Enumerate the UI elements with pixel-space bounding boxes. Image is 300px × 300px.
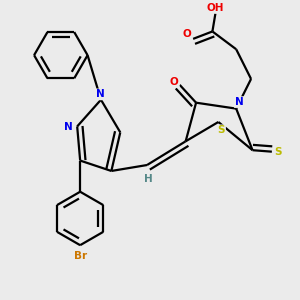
Text: N: N <box>235 97 244 107</box>
Text: OH: OH <box>207 3 224 13</box>
Text: S: S <box>275 147 282 157</box>
Text: S: S <box>218 125 225 135</box>
Text: O: O <box>170 77 179 87</box>
Text: N: N <box>64 122 73 132</box>
Text: N: N <box>96 89 105 99</box>
Text: O: O <box>183 29 191 39</box>
Text: Br: Br <box>74 251 87 262</box>
Text: H: H <box>144 174 153 184</box>
